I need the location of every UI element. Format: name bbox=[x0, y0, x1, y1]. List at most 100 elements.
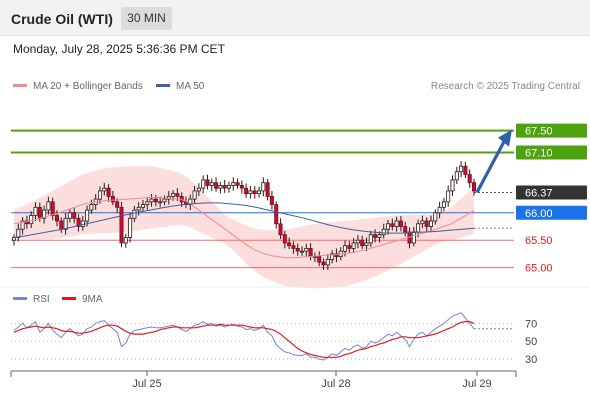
candle-up bbox=[446, 190, 451, 203]
candle-up bbox=[162, 198, 167, 203]
timeframe-badge[interactable]: 30 MIN bbox=[121, 7, 172, 30]
candle-down bbox=[115, 201, 120, 208]
candle-down bbox=[222, 184, 227, 189]
candle-up bbox=[132, 209, 137, 219]
candle-up bbox=[201, 179, 206, 189]
candle-up bbox=[123, 237, 128, 244]
candle-down bbox=[205, 179, 210, 186]
level-label-67-10: 67.10 bbox=[525, 148, 553, 160]
candle-up bbox=[149, 198, 154, 203]
candle-up bbox=[63, 217, 68, 230]
candle-down bbox=[317, 256, 322, 263]
candle-down bbox=[403, 226, 408, 233]
candle-up bbox=[46, 201, 51, 211]
candle-up bbox=[355, 239, 360, 244]
rsi-swatch bbox=[13, 296, 27, 300]
level-label-65-50: 65.50 bbox=[525, 235, 553, 247]
rsi-legend: RSI bbox=[13, 294, 50, 305]
candle-down bbox=[471, 182, 476, 192]
candle-up bbox=[377, 234, 382, 238]
level-label-67-10-tag bbox=[516, 145, 587, 160]
candle-down bbox=[244, 187, 249, 195]
candle-up bbox=[450, 179, 455, 192]
ma50-line bbox=[13, 202, 475, 238]
candle-up bbox=[428, 220, 433, 227]
candle-down bbox=[59, 220, 64, 230]
candle-down bbox=[239, 184, 244, 189]
bollinger-band bbox=[14, 166, 474, 289]
candle-down bbox=[467, 174, 472, 184]
candle-down bbox=[321, 261, 326, 266]
candle-up bbox=[226, 184, 231, 189]
candle-down bbox=[308, 247, 313, 257]
ma20-legend-label: MA 20 + Bollinger Bands bbox=[33, 81, 143, 92]
candle-down bbox=[72, 212, 77, 219]
candle-down bbox=[360, 239, 365, 247]
candle-down bbox=[235, 182, 240, 186]
candle-down bbox=[390, 223, 395, 227]
candle-up bbox=[330, 253, 335, 260]
candle-up bbox=[231, 182, 236, 186]
research-credit: Research © 2025 Trading Central bbox=[430, 81, 580, 92]
candle-down bbox=[295, 247, 300, 252]
ma50-legend: MA 50 bbox=[156, 81, 204, 92]
rsi-level-label-70: 70 bbox=[525, 318, 537, 330]
candle-up bbox=[325, 258, 330, 266]
level-label-66-00: 66.00 bbox=[525, 208, 553, 220]
candle-up bbox=[437, 206, 442, 214]
ma50-swatch bbox=[156, 83, 170, 87]
candle-down bbox=[424, 220, 429, 227]
chart-datetime: Monday, July 28, 2025 5:36:36 PM CET bbox=[13, 42, 225, 56]
candle-up bbox=[454, 171, 459, 181]
candle-up bbox=[128, 217, 133, 238]
candle-down bbox=[291, 245, 296, 249]
candle-down bbox=[334, 253, 339, 257]
candle-up bbox=[85, 209, 90, 222]
candle-up bbox=[145, 201, 150, 205]
rsi-ma9-line bbox=[13, 321, 475, 358]
level-label-67-50: 67.50 bbox=[525, 126, 553, 138]
candle-up bbox=[29, 215, 34, 225]
candle-up bbox=[342, 245, 347, 252]
forecast-arrow-head bbox=[498, 129, 512, 147]
candle-down bbox=[282, 234, 287, 244]
candle-up bbox=[385, 223, 390, 230]
candle-up bbox=[433, 212, 438, 222]
candle-up bbox=[416, 223, 421, 233]
candle-down bbox=[398, 220, 403, 227]
candle-up bbox=[196, 187, 201, 192]
x-tick-label: Jul 29 bbox=[462, 378, 491, 390]
candle-down bbox=[265, 182, 270, 197]
candle-up bbox=[368, 234, 373, 244]
level-label-66-00-tag bbox=[516, 205, 587, 220]
candle-down bbox=[252, 190, 257, 194]
candle-down bbox=[347, 245, 352, 249]
x-tick-label: Jul 28 bbox=[321, 378, 350, 390]
candle-down bbox=[106, 187, 111, 197]
candle-up bbox=[171, 193, 176, 197]
candle-down bbox=[153, 198, 158, 203]
candle-up bbox=[394, 220, 399, 227]
candle-down bbox=[269, 195, 274, 205]
candle-up bbox=[304, 247, 309, 252]
x-tick-label: Jul 25 bbox=[132, 378, 161, 390]
chart-header: Crude Oil (WTI) 30 MIN bbox=[0, 0, 590, 36]
candle-up bbox=[459, 165, 464, 173]
candle-up bbox=[136, 206, 141, 211]
candle-down bbox=[274, 204, 279, 225]
ma20-swatch bbox=[13, 83, 27, 87]
candle-up bbox=[411, 231, 416, 244]
candle-up bbox=[312, 256, 317, 259]
candle-up bbox=[140, 204, 145, 208]
candle-up bbox=[248, 190, 253, 194]
level-label-67-50-tag bbox=[516, 123, 587, 138]
candle-up bbox=[80, 220, 85, 227]
candle-up bbox=[192, 190, 197, 200]
ma20-line bbox=[13, 197, 475, 259]
candle-up bbox=[218, 184, 223, 189]
instrument-title: Crude Oil (WTI) bbox=[11, 11, 113, 27]
candle-down bbox=[373, 234, 378, 238]
candle-up bbox=[33, 206, 38, 216]
candle-down bbox=[463, 165, 468, 175]
